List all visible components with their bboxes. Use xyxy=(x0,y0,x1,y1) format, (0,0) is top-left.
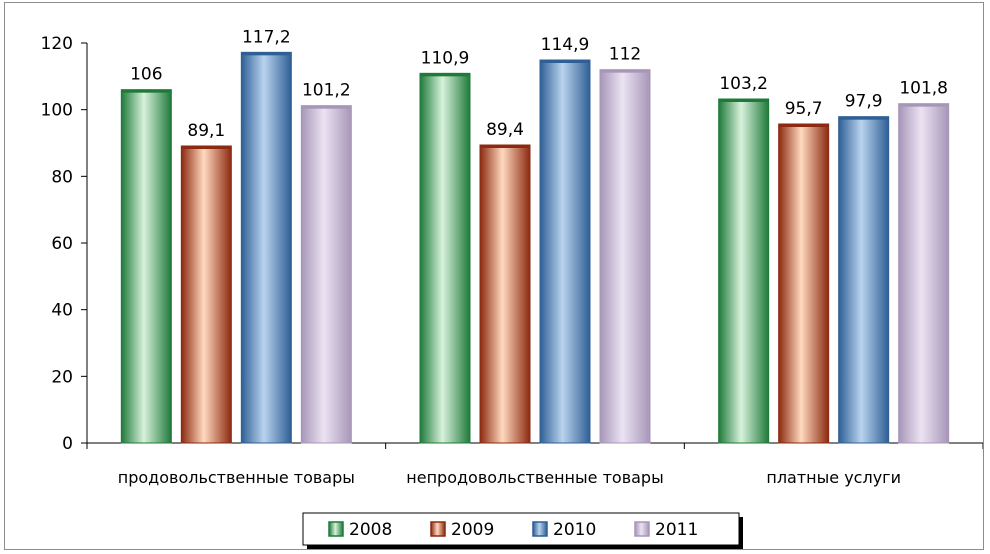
bar-2010 xyxy=(539,59,591,444)
y-axis: 0 20 40 60 80 100 120 xyxy=(41,34,88,454)
bar-2011 xyxy=(599,69,651,444)
bar-cap xyxy=(898,103,949,107)
legend-box xyxy=(302,512,740,546)
data-label: 101,2 xyxy=(302,81,351,101)
data-label: 97,9 xyxy=(845,92,883,112)
data-labels: 106 89,1 117,2 101,2 110,9 89,4 114,9 112 103,2 9… xyxy=(130,27,948,141)
data-label: 103,2 xyxy=(719,74,768,94)
bars xyxy=(120,51,950,444)
bar-2008 xyxy=(120,89,172,444)
y-tick-label: 120 xyxy=(41,34,73,54)
y-tick-label: 0 xyxy=(62,434,73,454)
bar-2009 xyxy=(180,145,232,444)
bar-cap xyxy=(301,105,352,109)
legend-swatch-2011 xyxy=(634,521,650,537)
legend-label-2008: 2008 xyxy=(349,520,392,540)
data-label: 110,9 xyxy=(421,48,470,68)
data-label: 114,9 xyxy=(541,35,590,55)
y-tick-label: 80 xyxy=(51,167,73,187)
bar-cap xyxy=(540,60,590,63)
bar-2009 xyxy=(778,123,830,444)
bar-chart: 0 20 40 60 80 100 120 продовольственные товары… xyxy=(41,27,984,549)
data-label: 101,8 xyxy=(899,79,948,99)
bar-2011 xyxy=(300,105,352,444)
bar-cap xyxy=(718,99,769,102)
y-tick-label: 20 xyxy=(51,367,73,387)
x-axis: продовольственные товары непродовольствен… xyxy=(86,442,984,487)
data-label: 117,2 xyxy=(242,27,291,47)
bar-cap xyxy=(241,52,292,56)
x-category-label: непродовольственные товары xyxy=(406,468,663,487)
bar-2011 xyxy=(898,103,950,444)
bar-2008 xyxy=(419,72,471,444)
bar-2008 xyxy=(718,98,770,444)
bar-cap xyxy=(420,73,470,77)
data-label: 112 xyxy=(609,45,641,65)
bar-cap xyxy=(121,89,172,93)
bar-2010 xyxy=(240,51,292,444)
legend-label-2009: 2009 xyxy=(451,520,494,540)
x-category-label: платные услуги xyxy=(766,468,901,487)
bar-cap xyxy=(778,124,829,127)
chart-frame: 0 20 40 60 80 100 120 продовольственные товары… xyxy=(4,2,984,550)
bar-cap xyxy=(838,116,889,120)
data-label: 95,7 xyxy=(785,99,823,119)
legend-label-2010: 2010 xyxy=(553,520,596,540)
legend-swatch-2010 xyxy=(532,521,548,537)
legend-label-2011: 2011 xyxy=(655,520,698,540)
bar-2009 xyxy=(479,144,531,444)
y-tick-label: 40 xyxy=(51,301,73,321)
bar-cap xyxy=(600,69,650,73)
data-label: 89,4 xyxy=(486,120,524,140)
bar-cap xyxy=(181,146,232,149)
legend-swatch-2009 xyxy=(430,521,446,537)
data-label: 106 xyxy=(130,65,162,85)
bar-2010 xyxy=(838,116,890,444)
bar-cap xyxy=(480,145,530,148)
data-label: 89,1 xyxy=(187,121,225,141)
legend: 2008 2009 2010 2011 xyxy=(302,512,743,549)
y-tick-label: 100 xyxy=(41,101,73,121)
y-tick-label: 60 xyxy=(51,234,73,254)
legend-swatch-2008 xyxy=(328,521,344,537)
x-category-label: продовольственные товары xyxy=(118,468,355,487)
